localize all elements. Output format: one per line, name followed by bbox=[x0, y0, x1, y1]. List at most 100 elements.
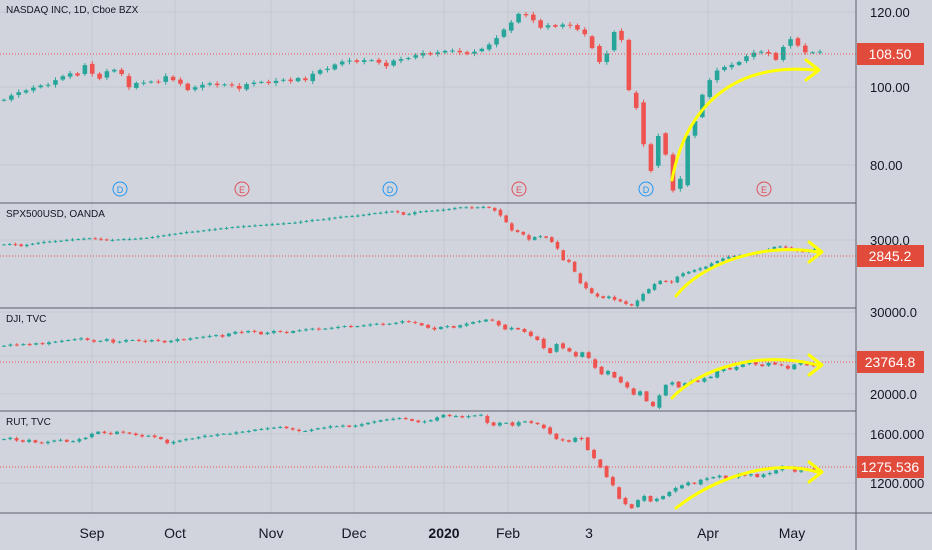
candle-body[interactable] bbox=[426, 324, 431, 328]
candle-body[interactable] bbox=[344, 216, 349, 218]
candle-body[interactable] bbox=[173, 233, 177, 235]
candle-body[interactable] bbox=[356, 215, 360, 217]
candle-body[interactable] bbox=[384, 419, 389, 421]
candle-body[interactable] bbox=[303, 430, 308, 432]
candle-body[interactable] bbox=[435, 210, 440, 212]
candle-body[interactable] bbox=[410, 419, 414, 421]
candle-body[interactable] bbox=[631, 388, 636, 395]
candle-body[interactable] bbox=[504, 215, 508, 223]
candle-body[interactable] bbox=[366, 422, 371, 425]
candle-body[interactable] bbox=[406, 58, 411, 60]
candle-body[interactable] bbox=[573, 352, 578, 357]
candle-body[interactable] bbox=[33, 440, 38, 443]
candle-body[interactable] bbox=[188, 338, 193, 340]
candle-body[interactable] bbox=[323, 328, 328, 330]
candle-body[interactable] bbox=[70, 239, 75, 241]
candle-body[interactable] bbox=[259, 428, 264, 430]
dividend-marker-circle[interactable] bbox=[112, 181, 128, 197]
candle-body[interactable] bbox=[111, 339, 116, 343]
candle-body[interactable] bbox=[361, 60, 367, 62]
candle-body[interactable] bbox=[241, 226, 246, 228]
candle-body[interactable] bbox=[152, 435, 157, 438]
candle-body[interactable] bbox=[679, 485, 684, 489]
candle-body[interactable] bbox=[1, 99, 7, 101]
candle-body[interactable] bbox=[479, 414, 483, 416]
candle-body[interactable] bbox=[304, 220, 309, 222]
candle-body[interactable] bbox=[52, 440, 57, 442]
candle-body[interactable] bbox=[709, 263, 714, 267]
candle-body[interactable] bbox=[555, 241, 560, 249]
candle-body[interactable] bbox=[721, 258, 725, 262]
candle-body[interactable] bbox=[561, 250, 565, 261]
candle-body[interactable] bbox=[184, 439, 188, 441]
candle-body[interactable] bbox=[548, 348, 553, 354]
candle-body[interactable] bbox=[390, 211, 394, 213]
candle-body[interactable] bbox=[595, 293, 600, 297]
candle-body[interactable] bbox=[692, 482, 697, 484]
candle-body[interactable] bbox=[219, 228, 223, 230]
candle-body[interactable] bbox=[60, 76, 66, 80]
candle-body[interactable] bbox=[91, 340, 96, 342]
candle-body[interactable] bbox=[435, 417, 440, 421]
candle-body[interactable] bbox=[419, 323, 424, 326]
candle-body[interactable] bbox=[207, 335, 212, 337]
candle-body[interactable] bbox=[36, 242, 41, 244]
candle-body[interactable] bbox=[297, 330, 302, 332]
candle-body[interactable] bbox=[635, 300, 640, 307]
candle-body[interactable] bbox=[695, 380, 700, 382]
candle-body[interactable] bbox=[196, 231, 200, 233]
candle-body[interactable] bbox=[384, 211, 389, 213]
candle-body[interactable] bbox=[303, 78, 308, 81]
candle-body[interactable] bbox=[234, 432, 239, 434]
candle-body[interactable] bbox=[25, 244, 29, 247]
candle-body[interactable] bbox=[760, 364, 765, 367]
candle-body[interactable] bbox=[472, 415, 477, 417]
candle-body[interactable] bbox=[246, 430, 251, 432]
earnings-marker-circle[interactable] bbox=[234, 181, 250, 197]
candle-body[interactable] bbox=[309, 429, 314, 431]
candle-body[interactable] bbox=[523, 14, 529, 16]
candle-body[interactable] bbox=[209, 435, 214, 437]
candle-body[interactable] bbox=[605, 371, 610, 375]
candle-body[interactable] bbox=[664, 280, 668, 282]
candle-body[interactable] bbox=[430, 210, 434, 212]
candle-body[interactable] bbox=[753, 361, 758, 365]
candle-body[interactable] bbox=[46, 342, 51, 345]
candle-body[interactable] bbox=[325, 68, 330, 70]
candle-body[interactable] bbox=[295, 77, 301, 82]
candle-body[interactable] bbox=[663, 384, 668, 396]
candle-body[interactable] bbox=[244, 84, 249, 90]
candle-body[interactable] bbox=[253, 429, 258, 431]
candle-body[interactable] bbox=[310, 73, 316, 82]
candle-body[interactable] bbox=[626, 39, 632, 91]
candle-body[interactable] bbox=[395, 211, 400, 213]
candle-body[interactable] bbox=[758, 51, 764, 53]
candle-body[interactable] bbox=[567, 24, 573, 26]
candle-body[interactable] bbox=[143, 340, 148, 342]
candle-body[interactable] bbox=[214, 83, 220, 86]
candle-body[interactable] bbox=[102, 431, 107, 434]
candle-body[interactable] bbox=[175, 339, 180, 342]
candle-body[interactable] bbox=[521, 232, 526, 235]
candle-body[interactable] bbox=[722, 66, 727, 70]
candle-body[interactable] bbox=[220, 335, 225, 337]
candle-body[interactable] bbox=[560, 439, 565, 441]
candle-body[interactable] bbox=[767, 473, 772, 475]
candle-body[interactable] bbox=[510, 223, 514, 231]
candle-body[interactable] bbox=[453, 208, 457, 210]
candle-body[interactable] bbox=[582, 29, 588, 35]
candle-body[interactable] bbox=[598, 459, 603, 468]
candle-body[interactable] bbox=[79, 338, 84, 340]
candle-body[interactable] bbox=[612, 296, 617, 300]
candle-body[interactable] bbox=[202, 435, 207, 437]
candle-body[interactable] bbox=[747, 362, 752, 365]
candle-body[interactable] bbox=[93, 238, 98, 240]
candle-body[interactable] bbox=[457, 50, 463, 53]
candle-body[interactable] bbox=[483, 319, 488, 322]
candle-body[interactable] bbox=[641, 293, 645, 301]
candle-body[interactable] bbox=[638, 391, 643, 396]
candle-body[interactable] bbox=[144, 237, 149, 239]
dividend-marker-circle[interactable] bbox=[638, 181, 654, 197]
candle-body[interactable] bbox=[560, 24, 565, 27]
candle-body[interactable] bbox=[361, 214, 366, 216]
